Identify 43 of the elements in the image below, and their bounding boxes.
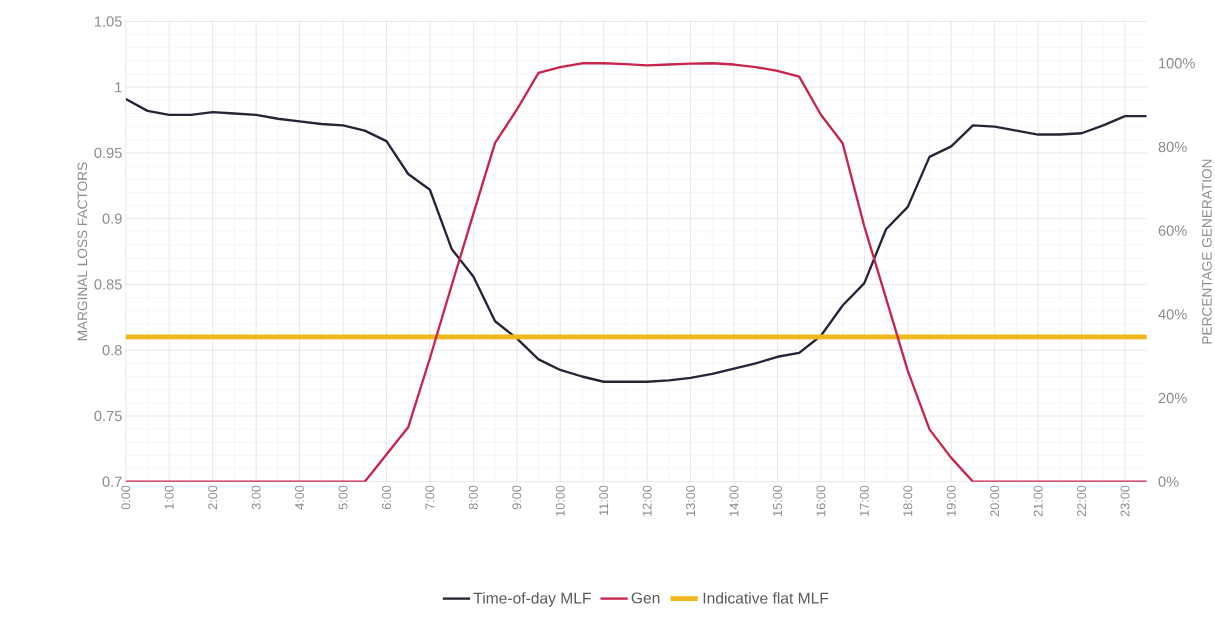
y2-tick-label: 20% bbox=[1158, 392, 1187, 404]
x-tick-label: 22:00 bbox=[1077, 485, 1087, 517]
y-tick-label: 0.85 bbox=[94, 279, 122, 290]
x-tick-label: 8:00 bbox=[468, 485, 478, 510]
x-tick-label: 18:00 bbox=[903, 485, 913, 516]
x-tick-label: 6:00 bbox=[381, 485, 391, 510]
y2-tick-label: 80% bbox=[1158, 141, 1187, 153]
y2-tick-label: 40% bbox=[1158, 309, 1187, 320]
x-tick-label: 7:00 bbox=[425, 485, 435, 510]
x-tick-label: 12:00 bbox=[642, 485, 652, 516]
x-tick-label: 19:00 bbox=[946, 485, 956, 516]
x-tick-label: 16:00 bbox=[816, 485, 826, 516]
y-tick-label: 1.05 bbox=[95, 16, 122, 27]
x-tick-label: 5:00 bbox=[338, 485, 348, 510]
x-tick-label: 13:00 bbox=[686, 485, 696, 516]
x-tick-label: 21:00 bbox=[1033, 485, 1043, 517]
y2-axis-title: PERCENTAGE GENERATION bbox=[1202, 159, 1212, 344]
x-tick-label: 4:00 bbox=[295, 485, 305, 510]
x-tick-label: 9:00 bbox=[512, 485, 522, 510]
x-tick-label: 3:00 bbox=[251, 485, 261, 510]
y-tick-label: 0.7 bbox=[102, 476, 122, 487]
legend-label: Indicative flat MLF bbox=[703, 592, 829, 604]
x-tick-label: 11:00 bbox=[599, 485, 609, 515]
y-tick-label: 0.75 bbox=[94, 410, 122, 422]
legend-label: Gen bbox=[631, 592, 660, 604]
x-tick-label: 20:00 bbox=[990, 485, 1000, 517]
y-tick-label: 0.9 bbox=[102, 213, 122, 224]
y-tick-label: 0.95 bbox=[94, 147, 122, 159]
y2-tick-label: 0% bbox=[1158, 476, 1179, 487]
y-tick-label: 1 bbox=[115, 82, 122, 93]
y-axis-title: MARGINAL LOSS FACTORS bbox=[77, 162, 88, 341]
y-tick-label: 0.8 bbox=[102, 344, 122, 356]
x-tick-label: 14:00 bbox=[729, 485, 739, 516]
x-tick-label: 10:00 bbox=[555, 485, 565, 516]
y2-tick-label: 100% bbox=[1159, 58, 1195, 69]
x-tick-label: 2:00 bbox=[208, 485, 218, 510]
x-tick-label: 0:00 bbox=[121, 485, 131, 510]
x-tick-label: 1:00 bbox=[164, 485, 174, 509]
y2-tick-label: 60% bbox=[1158, 225, 1187, 236]
x-tick-label: 17:00 bbox=[859, 485, 869, 516]
legend-label: Time-of-day MLF bbox=[473, 592, 591, 607]
x-tick-label: 15:00 bbox=[772, 485, 782, 516]
x-tick-label: 23:00 bbox=[1120, 485, 1130, 517]
